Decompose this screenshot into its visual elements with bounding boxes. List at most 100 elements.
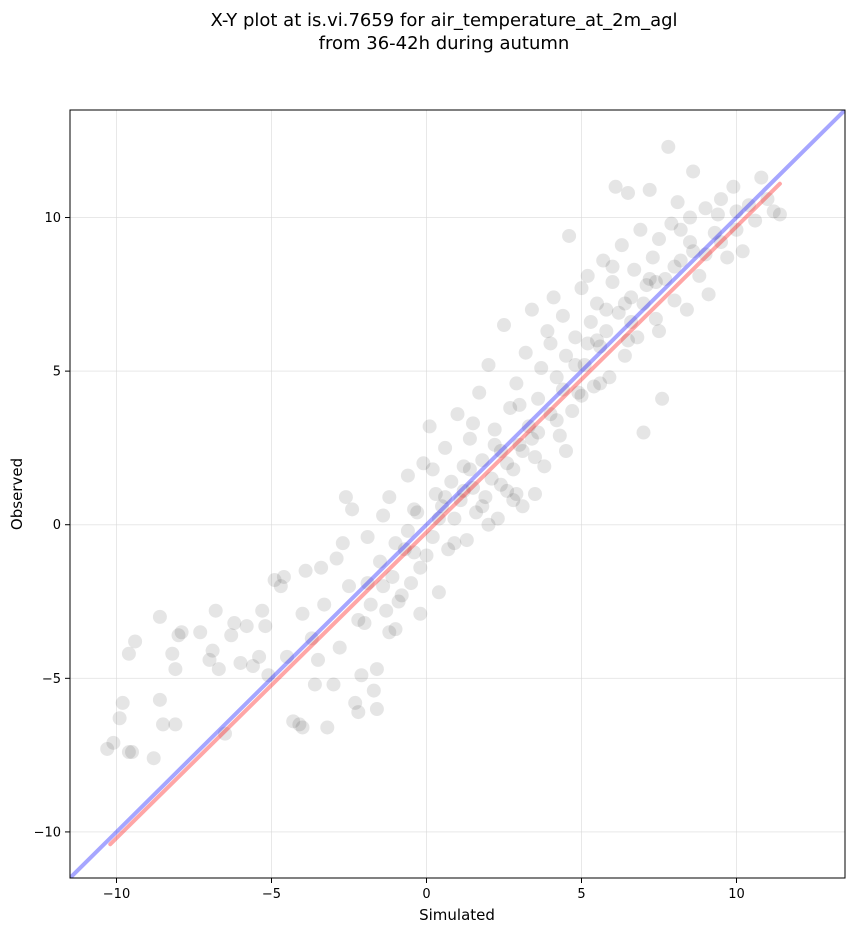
data-point-44 [342, 579, 356, 594]
data-point-69 [422, 419, 437, 434]
data-point-150 [673, 253, 688, 268]
data-point-183 [528, 487, 542, 501]
data-point-42 [335, 536, 350, 551]
data-point-139 [639, 278, 654, 293]
data-point-5 [125, 745, 139, 760]
data-point-2 [115, 695, 130, 710]
data-point-74 [438, 440, 453, 455]
data-point-179 [466, 416, 480, 431]
data-point-174 [360, 576, 375, 591]
data-point-58 [388, 536, 403, 551]
data-point-184 [543, 336, 558, 351]
data-point-146 [661, 139, 676, 154]
data-point-86 [475, 453, 490, 468]
data-point-31 [280, 649, 294, 664]
data-point-175 [382, 490, 397, 505]
data-point-128 [605, 275, 620, 290]
x-axis-label: Simulated [419, 906, 495, 924]
data-point-155 [698, 201, 713, 216]
data-point-43 [338, 490, 353, 505]
data-point-221 [493, 477, 508, 492]
data-points [100, 139, 787, 766]
data-point-151 [679, 302, 694, 317]
grid [70, 110, 845, 878]
data-point-123 [590, 296, 604, 311]
data-point-79 [453, 493, 468, 508]
data-point-47 [354, 668, 369, 683]
data-point-4 [121, 745, 136, 760]
data-point-214 [202, 652, 217, 667]
data-point-108 [543, 407, 558, 422]
data-point-60 [394, 588, 409, 603]
data-point-212 [252, 649, 267, 664]
data-point-63 [404, 576, 418, 591]
data-point-200 [407, 502, 422, 517]
data-point-57 [385, 569, 400, 584]
data-point-167 [766, 204, 781, 219]
data-point-55 [379, 603, 394, 618]
data-point-64 [407, 545, 422, 560]
data-point-103 [528, 450, 542, 465]
data-point-40 [326, 677, 341, 692]
data-point-97 [509, 376, 524, 391]
data-point-189 [621, 333, 635, 348]
data-point-168 [772, 207, 787, 222]
data-point-78 [450, 407, 465, 422]
data-point-224 [531, 425, 546, 440]
data-point-51 [366, 683, 381, 698]
data-point-7 [121, 646, 136, 661]
data-point-0 [100, 741, 115, 756]
one-to-one-reference-line [70, 110, 845, 878]
data-point-218 [431, 511, 446, 526]
chart-title-line-1: X-Y plot at is.vi.7659 for air_temperatu… [210, 10, 677, 31]
data-point-152 [683, 235, 697, 250]
data-point-215 [369, 702, 384, 717]
data-point-19 [211, 662, 226, 677]
data-point-9 [152, 692, 167, 707]
data-point-230 [686, 244, 701, 259]
data-point-178 [447, 536, 462, 551]
data-point-65 [410, 505, 425, 520]
x-tick-label-4: 10 [728, 887, 745, 902]
data-point-211 [673, 222, 688, 237]
data-point-85 [472, 385, 487, 400]
data-point-111 [552, 428, 567, 443]
data-point-149 [670, 195, 685, 210]
data-point-70 [425, 530, 440, 545]
data-point-59 [391, 594, 406, 609]
data-point-62 [400, 468, 415, 483]
data-point-231 [710, 207, 725, 222]
data-point-148 [667, 293, 682, 308]
data-point-33 [292, 717, 307, 732]
data-point-157 [707, 225, 722, 240]
data-point-180 [481, 517, 496, 532]
data-point-107 [540, 324, 555, 339]
data-point-12 [152, 609, 167, 624]
data-point-222 [509, 487, 524, 501]
data-point-30 [273, 579, 288, 594]
data-point-135 [627, 262, 642, 277]
data-point-10 [156, 717, 170, 732]
data-point-1 [106, 735, 121, 750]
data-point-145 [658, 271, 673, 286]
data-point-32 [286, 714, 301, 729]
data-point-213 [227, 616, 242, 631]
data-point-144 [655, 391, 670, 406]
data-point-196 [729, 204, 744, 219]
data-point-11 [168, 717, 183, 732]
data-point-88 [481, 357, 496, 372]
data-point-104 [531, 391, 546, 406]
data-point-219 [456, 483, 471, 498]
data-point-23 [233, 655, 248, 670]
data-point-190 [636, 296, 651, 311]
data-point-87 [478, 490, 493, 505]
x-tick-label-2: 0 [422, 887, 430, 902]
data-point-25 [245, 659, 260, 674]
data-point-28 [261, 668, 276, 683]
data-point-140 [642, 182, 657, 197]
data-point-204 [506, 493, 521, 508]
data-point-93 [497, 318, 511, 333]
data-point-96 [506, 462, 521, 477]
data-point-15 [171, 628, 186, 643]
data-point-18 [205, 643, 220, 658]
